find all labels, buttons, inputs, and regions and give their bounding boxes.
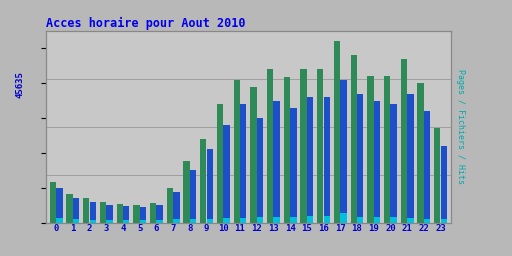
- Text: Acces horaire pour Aout 2010: Acces horaire pour Aout 2010: [46, 16, 246, 29]
- Bar: [140, 220, 146, 223]
- Text: 45635: 45635: [15, 71, 24, 98]
- Bar: [157, 220, 163, 223]
- Bar: [233, 80, 240, 223]
- Bar: [401, 59, 407, 223]
- Bar: [50, 182, 56, 223]
- Bar: [384, 76, 390, 223]
- Bar: [190, 219, 196, 223]
- Bar: [324, 97, 330, 223]
- Bar: [257, 217, 263, 223]
- Bar: [173, 192, 180, 223]
- Bar: [183, 161, 190, 223]
- Bar: [207, 150, 213, 223]
- Bar: [340, 80, 347, 223]
- Bar: [90, 220, 96, 223]
- Bar: [351, 55, 357, 223]
- Bar: [441, 146, 447, 223]
- Bar: [56, 218, 62, 223]
- Bar: [334, 41, 340, 223]
- Bar: [284, 78, 290, 223]
- Bar: [391, 104, 397, 223]
- Bar: [441, 219, 447, 223]
- Bar: [217, 104, 223, 223]
- Bar: [250, 87, 257, 223]
- Bar: [106, 205, 113, 223]
- Bar: [307, 216, 313, 223]
- Bar: [367, 76, 374, 223]
- Bar: [307, 97, 313, 223]
- Bar: [157, 205, 163, 223]
- Bar: [90, 202, 96, 223]
- Bar: [140, 207, 146, 223]
- Bar: [374, 217, 380, 223]
- Bar: [240, 218, 246, 223]
- Bar: [190, 170, 196, 223]
- Bar: [207, 219, 213, 223]
- Bar: [73, 198, 79, 223]
- Bar: [117, 204, 123, 223]
- Bar: [83, 198, 90, 223]
- Bar: [240, 104, 246, 223]
- Bar: [301, 69, 307, 223]
- Bar: [56, 188, 62, 223]
- Bar: [357, 217, 364, 223]
- Bar: [424, 219, 430, 223]
- Bar: [273, 101, 280, 223]
- Bar: [167, 188, 173, 223]
- Bar: [434, 129, 440, 223]
- Bar: [223, 218, 230, 223]
- Bar: [106, 220, 113, 223]
- Bar: [257, 118, 263, 223]
- Bar: [123, 206, 130, 223]
- Bar: [424, 111, 430, 223]
- Bar: [374, 101, 380, 223]
- Bar: [73, 219, 79, 223]
- Bar: [173, 219, 180, 223]
- Bar: [100, 202, 106, 223]
- Bar: [317, 69, 324, 223]
- Bar: [417, 83, 424, 223]
- Bar: [290, 217, 296, 223]
- Bar: [290, 108, 296, 223]
- Y-axis label: Pages / Fichiers / Hits: Pages / Fichiers / Hits: [456, 69, 465, 184]
- Bar: [267, 69, 273, 223]
- Bar: [200, 139, 206, 223]
- Bar: [357, 93, 364, 223]
- Bar: [324, 216, 330, 223]
- Bar: [407, 93, 414, 223]
- Bar: [340, 213, 347, 223]
- Bar: [273, 217, 280, 223]
- Bar: [223, 125, 230, 223]
- Bar: [407, 218, 414, 223]
- Bar: [150, 203, 156, 223]
- Bar: [391, 217, 397, 223]
- Bar: [67, 194, 73, 223]
- Bar: [123, 220, 130, 223]
- Bar: [133, 205, 140, 223]
